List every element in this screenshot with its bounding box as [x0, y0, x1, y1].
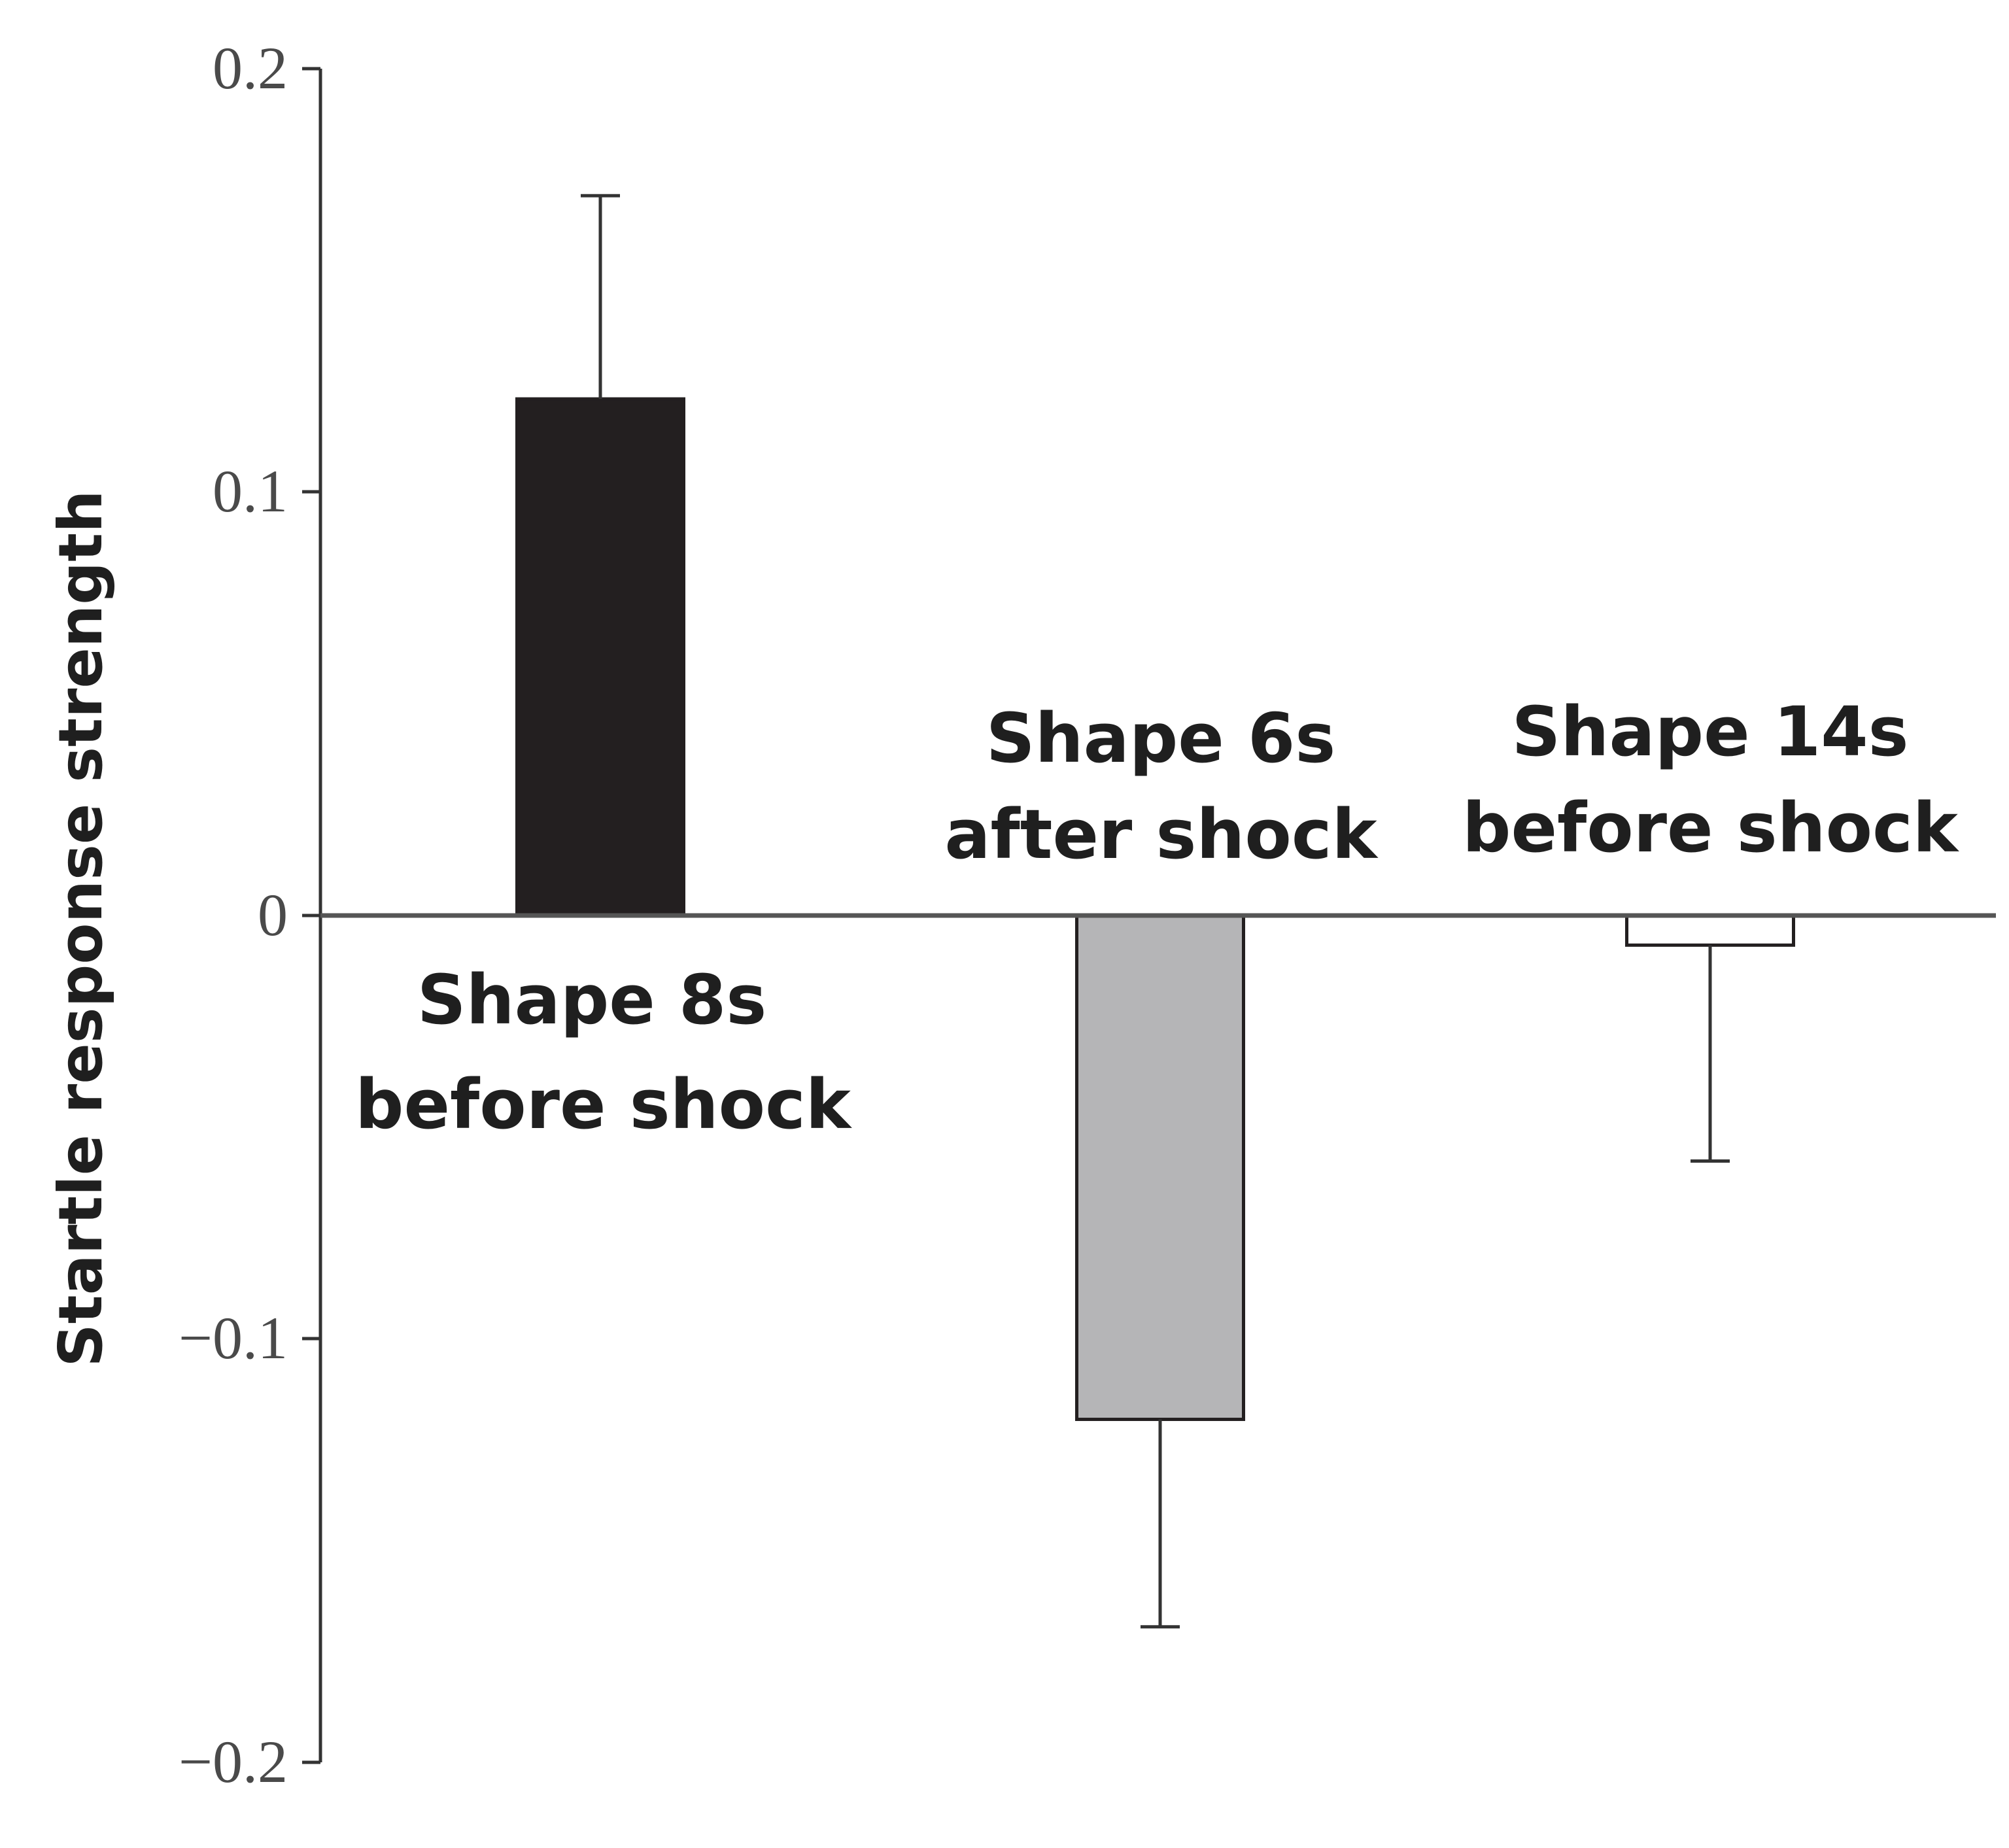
y-axis-label: Startle response strength: [46, 490, 116, 1367]
bar-shape-6s-after-shock: [1075, 914, 1245, 1422]
category-label-2-line2: before shock: [1462, 788, 1960, 868]
y-tick-label-0: 0.2: [213, 35, 288, 101]
error-bars: [581, 194, 1730, 1629]
bars: [515, 397, 1795, 1422]
y-tick-label-2: 0: [258, 881, 288, 948]
category-label-0-line1: Shape 8s: [417, 960, 767, 1040]
category-labels: Shape 8s before shock Shape 6s after sho…: [355, 692, 1960, 1144]
category-label-1-line1: Shape 6s: [986, 698, 1336, 778]
y-tick-label-3: −0.1: [179, 1305, 288, 1371]
y-tick-labels: 0.2 0.1 0 −0.1 −0.2: [179, 35, 288, 1795]
y-tick-label-4: −0.2: [179, 1728, 288, 1795]
bar-shape-8s-before-shock: [515, 397, 685, 917]
bar-shape-14s-before-shock: [1625, 914, 1795, 947]
y-tick-label-1: 0.1: [213, 458, 288, 524]
y-ticks: [302, 67, 320, 1764]
category-label-1-line2: after shock: [944, 795, 1379, 874]
category-label-0-line2: before shock: [355, 1065, 853, 1144]
category-label-2-line1: Shape 14s: [1512, 692, 1909, 772]
